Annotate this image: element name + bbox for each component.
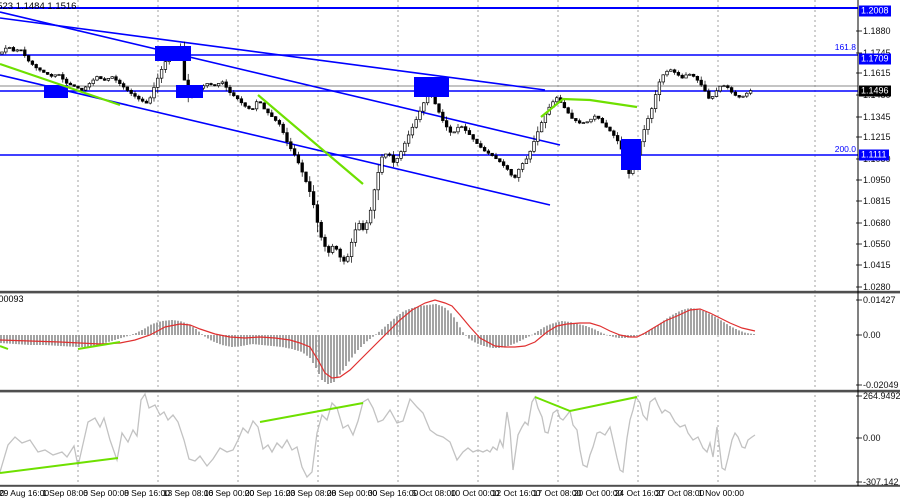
highlight-zones[interactable] [44, 46, 641, 170]
price-tag-1.2008: 1.2008 [859, 5, 891, 17]
price-tick-label: 1.1215 [863, 132, 891, 142]
macd-green-segment-1[interactable] [0, 345, 9, 350]
price-tick-label: 1.0550 [863, 239, 891, 249]
ohlc-readout: 1.1523 1.1484 1.1516 [0, 1, 77, 12]
green-segment-2[interactable] [257, 94, 364, 185]
cci-pane[interactable] [0, 392, 756, 479]
price-tick-label: 1.0680 [863, 218, 891, 228]
cci-axis-label: -307.142 [863, 477, 899, 487]
price-axis[interactable] [856, 30, 862, 483]
descending-trendline-1[interactable] [0, 17, 546, 91]
green-trend-segments[interactable] [0, 62, 638, 185]
price-tag-1.1496: 1.1496 [859, 85, 891, 97]
price-tick-label: 1.0815 [863, 196, 891, 206]
fib-label-200.0: 200.0 [834, 144, 856, 154]
descending-trendline-2[interactable] [0, 11, 561, 146]
frame [0, 0, 900, 487]
time-axis-label[interactable]: 27 Oct 08:00 [655, 488, 705, 498]
time-axis-label[interactable]: 23 Sep 08:00 [285, 488, 337, 498]
price-tick-label: 1.0415 [863, 260, 891, 270]
cci-green-segment-1[interactable] [0, 457, 119, 474]
fib-label-161.8: 161.8 [834, 42, 856, 52]
price-tick-label: 1.1745 [863, 48, 891, 58]
time-axis-label[interactable]: 1 Sep 08:00 [42, 488, 88, 498]
time-axis-label[interactable]: 17 Oct 08:00 [532, 488, 582, 498]
cci-line [0, 392, 756, 479]
price-tick-label: 1.0280 [863, 282, 891, 292]
price-tag-1.1111: 1.1111 [859, 149, 889, 161]
zone-rect-4[interactable] [414, 77, 449, 97]
price-tick-label: 1.1615 [863, 68, 891, 78]
macd-axis-label: -0.02049 [863, 380, 899, 390]
price-tick-label: 1.1345 [863, 112, 891, 122]
pane-divider[interactable] [0, 290, 900, 294]
macd-signal-line [0, 299, 756, 379]
time-axis-label[interactable]: 30 Sep 16:00 [367, 488, 419, 498]
time-axis-label[interactable]: 28 Sep 00:00 [326, 488, 378, 498]
cci-green-segment-3[interactable] [534, 396, 638, 413]
macd-pane[interactable] [0, 299, 756, 384]
cci-green-segment-2[interactable] [259, 402, 364, 423]
time-axis-label[interactable]: 12 Oct 16:00 [491, 488, 541, 498]
zone-rect-2[interactable] [155, 46, 191, 61]
trendlines[interactable] [0, 11, 561, 206]
cci-axis-label: 0.00 [863, 433, 881, 443]
descending-trendline-3[interactable] [0, 74, 551, 206]
zone-rect-1[interactable] [44, 85, 68, 98]
time-axis-label[interactable]: 20 Sep 16:00 [244, 488, 296, 498]
pane-divider[interactable] [0, 484, 900, 487]
time-axis-label[interactable]: 1 Nov 00:00 [698, 488, 744, 498]
time-axis-label[interactable]: 24 Oct 16:00 [614, 488, 664, 498]
macd-green-segment-2[interactable] [77, 341, 121, 350]
time-axis-label[interactable]: 6 Sep 00:00 [83, 488, 129, 498]
price-tick-label: 1.0950 [863, 175, 891, 185]
green-segment-1[interactable] [0, 62, 121, 107]
time-gridlines [77, 0, 816, 486]
pane-divider[interactable] [0, 389, 900, 393]
macd-axis-label: 0.01427 [863, 295, 896, 305]
price-tick-label: 1.1880 [863, 26, 891, 36]
green-segment-3[interactable] [540, 97, 638, 118]
time-axis-label[interactable]: 5 Oct 08:00 [412, 488, 456, 498]
time-axis-label[interactable]: 20 Oct 00:00 [573, 488, 623, 498]
time-axis-label[interactable]: 8 Sep 16:00 [124, 488, 170, 498]
time-axis-label[interactable]: 13 Sep 08:00 [162, 488, 214, 498]
price-tag-1.1709: 1.1709 [859, 53, 891, 65]
cci-axis-label: 264.9492 [863, 391, 900, 401]
macd-axis-label: 0.00 [863, 330, 881, 340]
zone-rect-3[interactable] [176, 85, 203, 98]
time-axis-label[interactable]: 16 Sep 00:00 [203, 488, 255, 498]
zone-rect-5[interactable] [621, 139, 641, 170]
time-axis-edge-label: 0 [0, 488, 5, 498]
time-axis-label[interactable]: 29 Aug 16:00 [0, 488, 50, 498]
macd-value-label: 0.00093 [0, 294, 24, 304]
time-axis-label[interactable]: 10 Oct 00:00 [450, 488, 500, 498]
